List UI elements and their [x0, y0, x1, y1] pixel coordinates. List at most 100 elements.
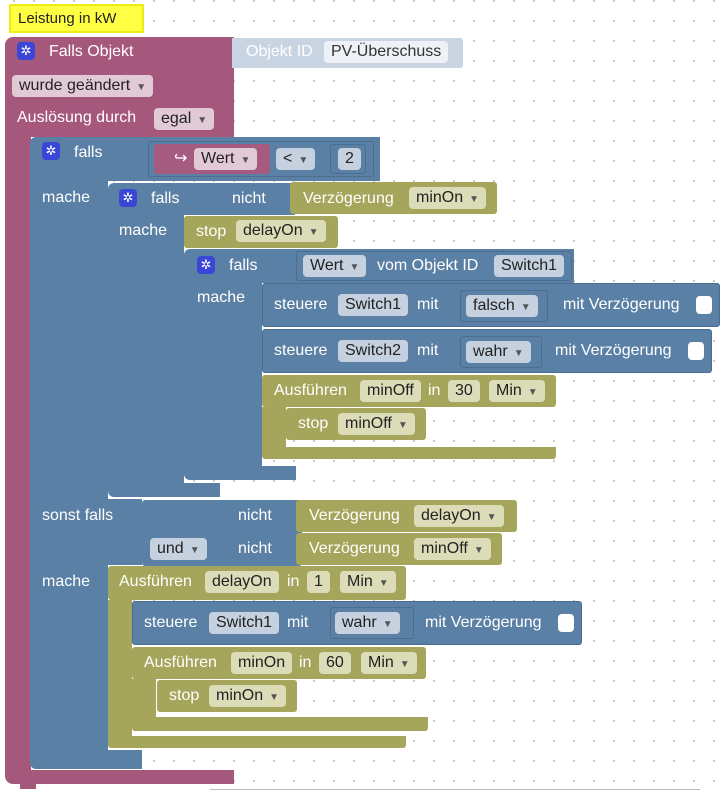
bool-dropdown-3[interactable]: wahr ▼ [335, 612, 400, 634]
stop-dropdown-1[interactable]: delayOn ▼ [236, 220, 326, 242]
if1-do-label: mache [42, 189, 91, 206]
delay-check-value-3: minOff [421, 540, 468, 557]
gear-icon[interactable]: ✲ [119, 189, 137, 207]
bool-value-1: falsch [473, 297, 515, 314]
control-object-3[interactable]: Switch1 [209, 612, 280, 634]
dropdown-arrow-icon: ▼ [308, 227, 319, 238]
stop-value-3: minOn [216, 687, 264, 704]
timeout-unit-label-3: Min [368, 654, 394, 671]
if-block-outer-spine2 [30, 565, 108, 750]
delay-check-dropdown-2[interactable]: delayOn ▼ [414, 505, 504, 527]
changed-dropdown-label: wurde geändert [19, 77, 131, 94]
stop-label-2: stop [298, 415, 329, 432]
event-block-bottom [5, 770, 234, 784]
not-block-2[interactable] [226, 502, 302, 530]
trigger-dropdown-label: egal [161, 110, 192, 127]
timeout-in-1: in [428, 382, 441, 399]
if-block-outer-spine [30, 181, 108, 499]
delay-check-dropdown[interactable]: minOn ▼ [409, 187, 487, 209]
control-label-3: steuere [144, 614, 198, 631]
not-block[interactable] [220, 185, 300, 213]
comment-text: Leistung in kW [18, 10, 117, 27]
number-field[interactable]: 2 [338, 148, 361, 170]
elseif-do-label: mache [42, 573, 91, 590]
gear-icon[interactable]: ✲ [42, 142, 60, 160]
delay-check-dropdown-3[interactable]: minOff ▼ [414, 538, 491, 560]
trigger-dropdown[interactable]: egal ▼ [154, 108, 215, 130]
stop-label-1: stop [196, 223, 227, 240]
not-block-3[interactable] [226, 535, 302, 563]
control-delay-label-2: mit Verzögerung [555, 342, 672, 359]
get-value-dropdown[interactable]: Wert ▼ [303, 255, 367, 277]
if2-do-label: mache [119, 222, 168, 239]
elseif-label: sonst falls [42, 507, 114, 524]
timeout-num-2[interactable]: 1 [307, 571, 330, 593]
control-delay-label-3: mit Verzögerung [425, 614, 542, 631]
timeout-name-1[interactable]: minOff [360, 380, 421, 402]
dropdown-arrow-icon: ▼ [486, 512, 497, 523]
not-label-2: nicht [238, 507, 272, 524]
dropdown-arrow-icon: ▼ [513, 348, 524, 359]
timeout-block-2-bottom [108, 736, 406, 748]
delay-checkbox-2[interactable] [688, 342, 704, 360]
object-id-field[interactable]: PV-Überschuss [324, 41, 449, 63]
changed-dropdown[interactable]: wurde geändert ▼ [12, 75, 154, 97]
operator-dropdown[interactable]: < ▼ [276, 148, 316, 170]
delay-check-value: minOn [416, 189, 464, 206]
timeout-num-1[interactable]: 30 [448, 380, 480, 402]
bool-dropdown-2[interactable]: wahr ▼ [466, 341, 531, 363]
control-object-1[interactable]: Switch1 [338, 294, 409, 316]
not-label: nicht [232, 190, 266, 207]
dropdown-arrow-icon: ▼ [189, 545, 200, 556]
control-delay-label-1: mit Verzögerung [563, 296, 680, 313]
and-label: und [157, 540, 184, 557]
timeout-unit-1[interactable]: Min ▼ [489, 380, 545, 402]
not-label-3: nicht [238, 540, 272, 557]
dropdown-arrow-icon: ▼ [397, 420, 408, 431]
timeout-block-2-spine [108, 600, 132, 736]
and-dropdown[interactable]: und ▼ [150, 538, 207, 560]
delay-checkbox-1[interactable] [696, 296, 712, 314]
dropdown-arrow-icon: ▼ [520, 302, 531, 313]
comment-bubble[interactable]: Leistung in kW [9, 4, 144, 33]
control-object-2[interactable]: Switch2 [338, 340, 409, 362]
dropdown-arrow-icon: ▼ [469, 194, 480, 205]
delay-checkbox-3[interactable] [558, 614, 574, 632]
stop-dropdown-2[interactable]: minOff ▼ [338, 413, 415, 435]
timeout-name-3[interactable]: minOn [231, 652, 293, 674]
return-arrow-icon: ↪ [174, 150, 188, 167]
object-id-label: Objekt ID [246, 43, 313, 60]
delay-check-value-2: delayOn [421, 507, 481, 524]
control-with-2: mit [417, 342, 439, 359]
dropdown-arrow-icon: ▼ [527, 387, 538, 398]
timeout-unit-2[interactable]: Min ▼ [340, 571, 396, 593]
if-block-3-bottom [184, 466, 296, 480]
dropdown-arrow-icon: ▼ [197, 115, 208, 126]
control-label-2: steuere [274, 342, 328, 359]
event-block-notch [20, 784, 36, 789]
control-with-3: mit [287, 614, 309, 631]
if-block-2-bottom [108, 483, 220, 497]
object-field-switch1[interactable]: Switch1 [494, 255, 565, 277]
horizontal-scrollbar[interactable] [210, 789, 700, 790]
dropdown-arrow-icon: ▼ [298, 155, 309, 166]
timeout-unit-label-1: Min [496, 382, 522, 399]
delay-check-label: Verzögerung [303, 190, 394, 207]
gear-icon[interactable]: ✲ [17, 42, 35, 60]
timeout-name-2[interactable]: delayOn [205, 571, 279, 593]
timeout-block-1-spine [262, 407, 286, 447]
gear-icon[interactable]: ✲ [197, 256, 215, 274]
wert-dropdown-label: Wert [201, 150, 235, 167]
if3-label: falls [229, 257, 258, 274]
operator-label: < [283, 150, 293, 167]
stop-dropdown-3[interactable]: minOn ▼ [209, 685, 287, 707]
timeout-unit-3[interactable]: Min ▼ [361, 652, 417, 674]
bool-dropdown-1[interactable]: falsch ▼ [466, 295, 538, 317]
dropdown-arrow-icon: ▼ [136, 82, 147, 93]
bool-value-2: wahr [473, 343, 508, 360]
control-label-1: steuere [274, 296, 328, 313]
if-block-3-spine [184, 283, 262, 466]
wert-dropdown[interactable]: Wert ▼ [194, 148, 258, 170]
timeout-block-1-bottom [262, 447, 556, 459]
timeout-num-3[interactable]: 60 [319, 652, 351, 674]
